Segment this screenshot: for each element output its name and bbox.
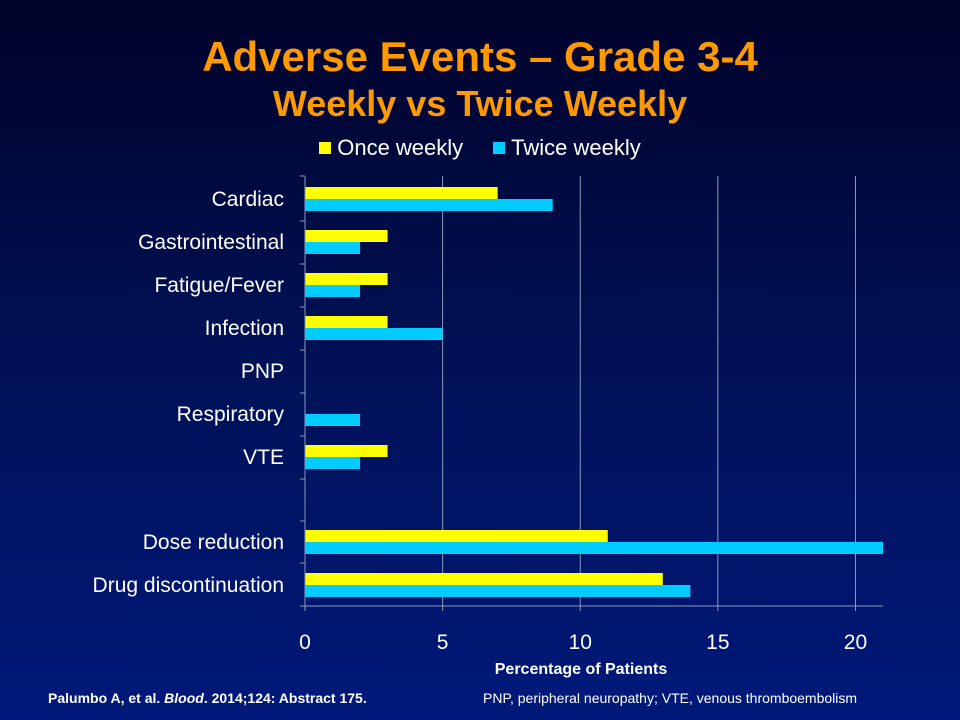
bar-once-infection [305,316,388,328]
x-tick-label-20: 20 [844,631,867,654]
legend: Once weekly Twice weekly [0,135,960,161]
bar-twice-vte [305,457,361,469]
bar-twice-respiratory [305,414,361,426]
citation-rest: . 2014;124: Abstract 175. [203,690,367,706]
bar-twice-cardiac [305,199,553,211]
bar-once-dose-reduction [305,530,608,542]
citation-author: Palumbo A, et al. [48,690,165,706]
category-label-gastrointestinal: Gastrointestinal [138,231,284,254]
legend-label-twice-weekly: Twice weekly [511,135,641,160]
bar-twice-dose-reduction [305,542,883,554]
category-label-dose-reduction: Dose reduction [143,531,284,554]
category-label-pnp: PNP [241,360,284,383]
citation-journal: Blood [164,690,204,706]
x-tick-label-0: 0 [299,631,311,654]
x-tick-label-15: 15 [706,631,729,654]
bar-once-cardiac [305,187,498,199]
chart-title: Adverse Events – Grade 3-4 [202,33,758,80]
legend-item-once-weekly: Once weekly [319,135,463,161]
legend-label-once-weekly: Once weekly [337,135,464,160]
legend-swatch-once-weekly [319,142,332,154]
bar-twice-infection [305,328,443,340]
category-label-vte: VTE [243,446,284,469]
category-label-infection: Infection [205,317,284,340]
legend-swatch-twice-weekly [493,142,506,154]
category-label-drug-discontinuation: Drug discontinuation [93,574,284,597]
bar-once-fatigue-fever [305,273,388,285]
x-tick-label-10: 10 [569,631,592,654]
x-tick-label-5: 5 [437,631,449,654]
legend-item-twice-weekly: Twice weekly [493,135,641,161]
citation: Palumbo A, et al. Blood. 2014;124: Abstr… [48,690,367,706]
x-axis-title: Percentage of Patients [495,661,668,678]
bar-twice-drug-discontinuation [305,585,691,597]
abbreviations-note: PNP, peripheral neuropathy; VTE, venous … [483,690,858,706]
bar-once-drug-discontinuation [305,573,663,585]
chart-subtitle: Weekly vs Twice Weekly [272,83,688,124]
category-label-fatigue-fever: Fatigue/Fever [154,274,284,297]
bar-once-gastrointestinal [305,230,388,242]
category-label-respiratory: Respiratory [177,403,285,426]
category-label-cardiac: Cardiac [212,188,284,211]
bar-twice-fatigue-fever [305,285,361,297]
bar-twice-gastrointestinal [305,242,361,254]
bar-once-vte [305,445,388,457]
